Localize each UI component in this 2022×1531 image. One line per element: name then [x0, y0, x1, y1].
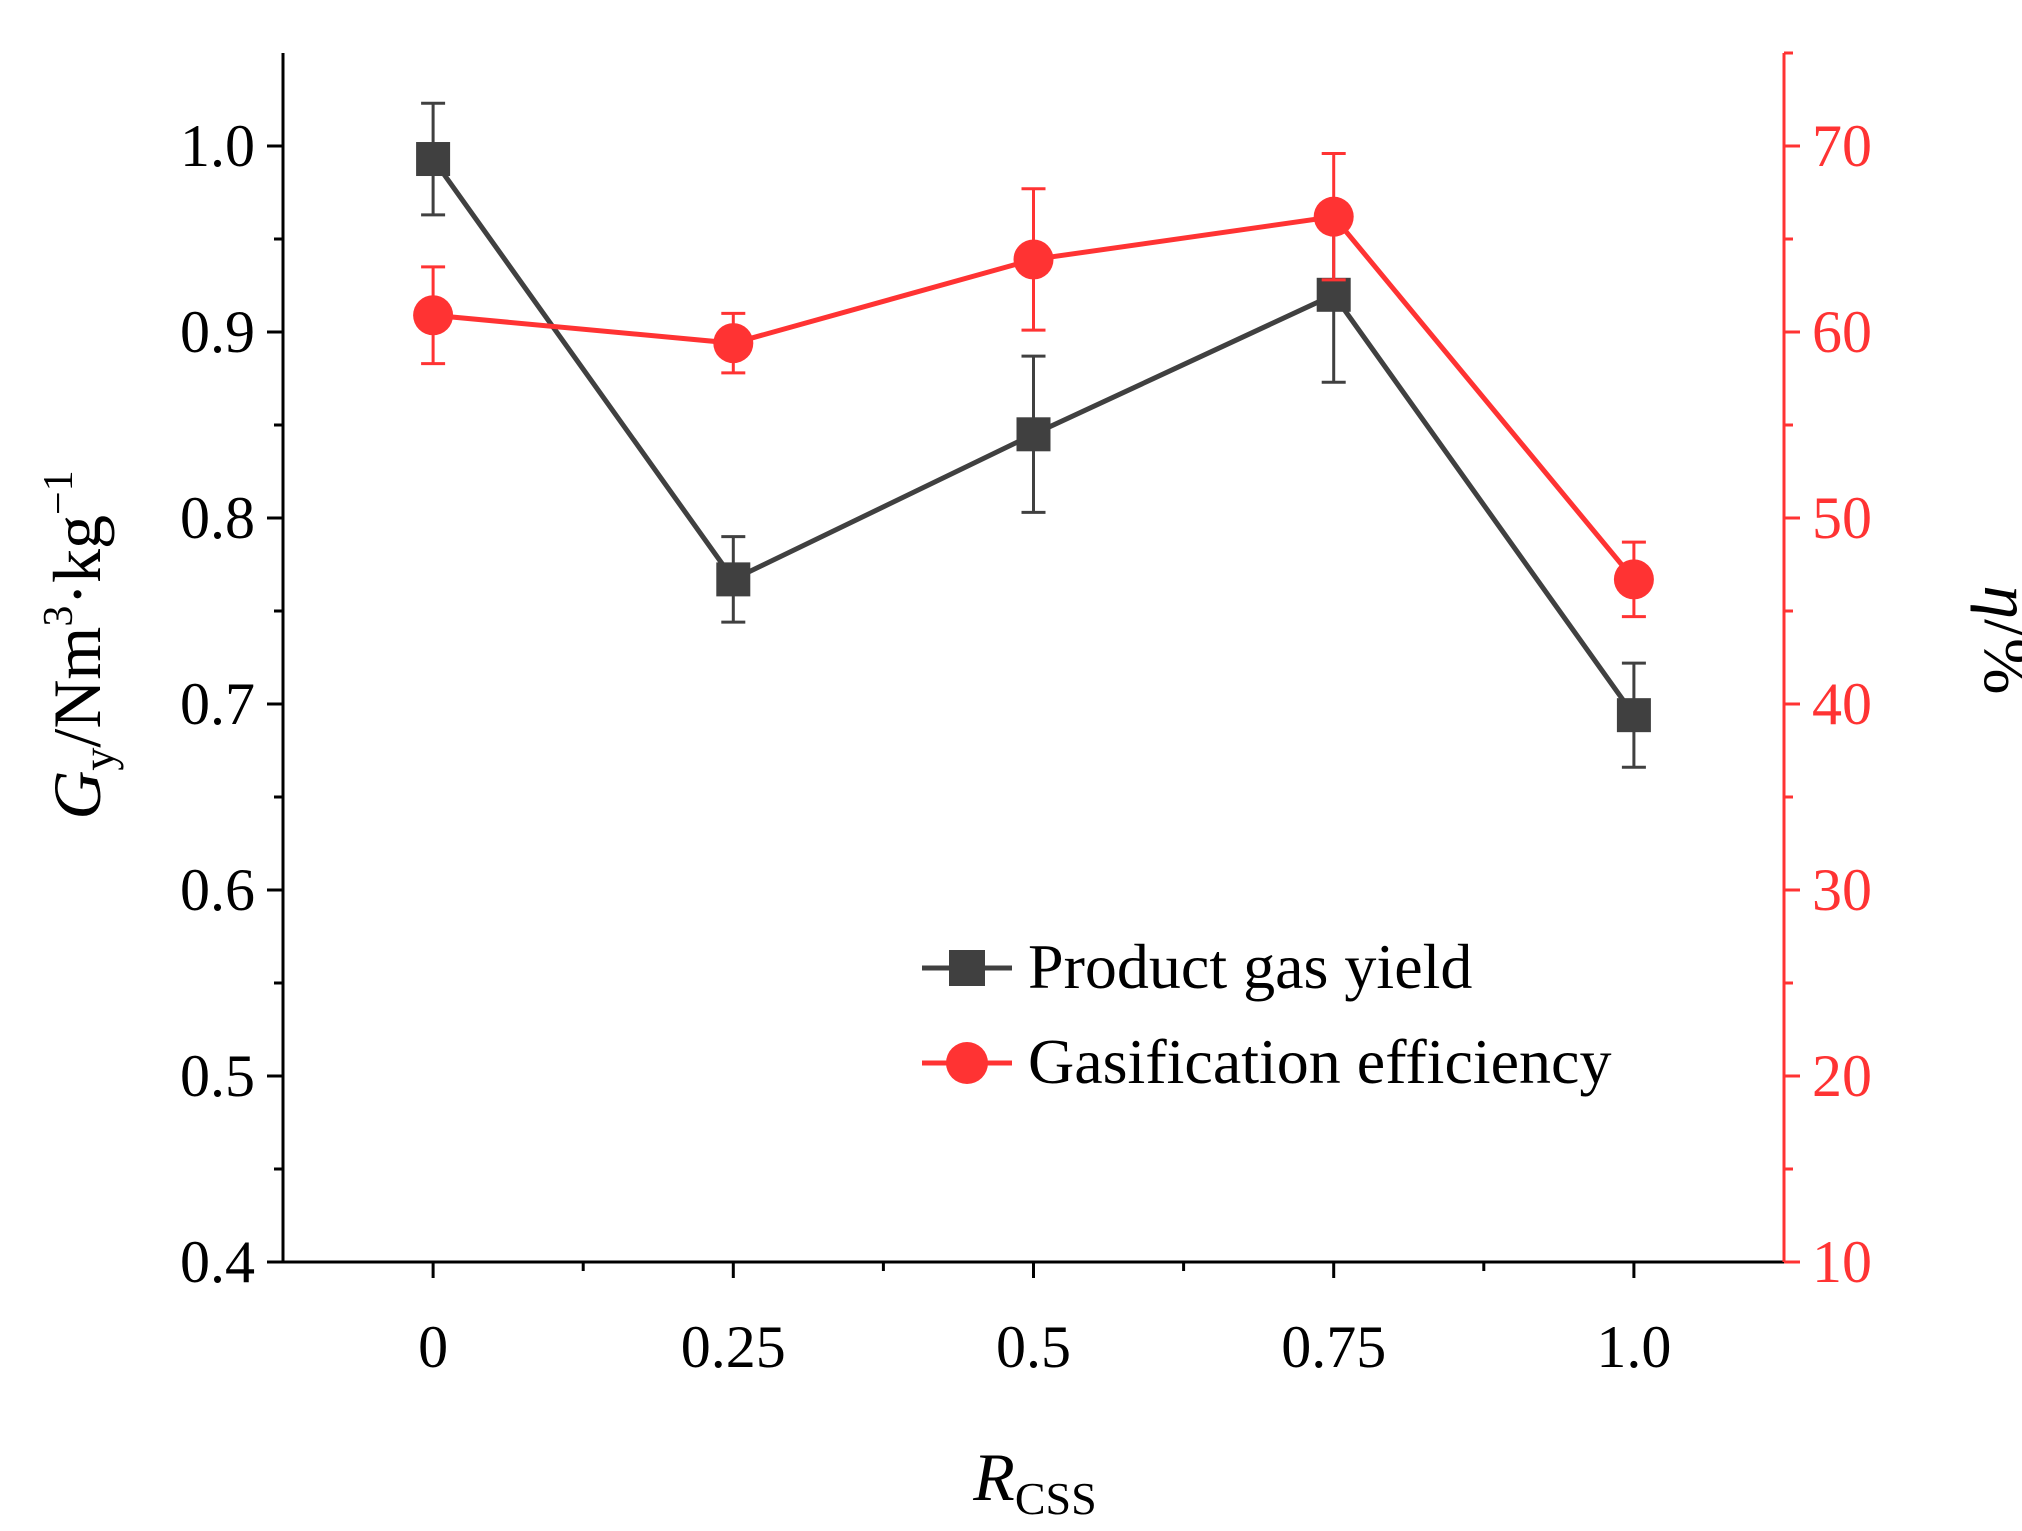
- legend-marker-square: [949, 950, 985, 986]
- y-right-tick-label: 20: [1812, 1043, 1872, 1109]
- data-point-square: [1616, 698, 1651, 733]
- y-left-tick-label: 1.0: [180, 113, 255, 179]
- x-tick-label: 0.25: [681, 1314, 786, 1380]
- series-gasification-efficiency: [413, 151, 1654, 619]
- data-point-circle: [413, 295, 454, 336]
- x-tick-label: 0.5: [996, 1314, 1071, 1380]
- series-product-gas-yield: [416, 101, 1651, 769]
- y-right-tick-label: 10: [1812, 1229, 1872, 1295]
- y-right-tick-label: 40: [1812, 671, 1872, 737]
- y-right-tick-label: 50: [1812, 485, 1872, 551]
- legend-item-product-gas-yield: Product gas yield: [922, 931, 1472, 1002]
- y-left-tick-label: 0.4: [180, 1229, 255, 1295]
- y-axis-left-title: Gy/Nm3·kg−1: [36, 470, 124, 819]
- legend-label-gasification-efficiency: Gasification efficiency: [1028, 1026, 1611, 1097]
- axes: 0.4 0.5 0.6 0.7 0.8 0.9 1.0 10 20 30 40 50 60 70 0 0.25…: [180, 51, 1872, 1380]
- x-tick-label: 1.0: [1596, 1314, 1671, 1380]
- y-left-tick-label: 0.6: [180, 857, 255, 923]
- y-axis-right-title: η/%: [1970, 585, 2022, 694]
- series-layer: [413, 101, 1654, 769]
- x-axis-title: RCSS: [972, 1439, 1096, 1524]
- y-left-tick-label: 0.5: [180, 1043, 255, 1109]
- legend: Product gas yield Gasification efficienc…: [922, 931, 1611, 1097]
- data-point-circle: [713, 323, 754, 364]
- x-tick-label: 0.75: [1281, 1314, 1386, 1380]
- legend-marker-circle: [946, 1042, 988, 1084]
- data-point-square: [1016, 417, 1051, 452]
- data-point-circle: [1613, 559, 1654, 600]
- legend-item-gasification-efficiency: Gasification efficiency: [922, 1026, 1611, 1097]
- legend-label-product-gas-yield: Product gas yield: [1028, 931, 1472, 1002]
- y-left-tick-label: 0.9: [180, 299, 255, 365]
- y-left-tick-label: 0.7: [180, 671, 255, 737]
- y-right-tick-label: 70: [1812, 113, 1872, 179]
- data-point-circle: [1313, 196, 1354, 237]
- y-left-tick-label: 0.8: [180, 485, 255, 551]
- data-point-square: [416, 142, 451, 177]
- y-right-tick-label: 60: [1812, 299, 1872, 365]
- x-tick-label: 0: [418, 1314, 448, 1380]
- y-right-tick-label: 30: [1812, 857, 1872, 923]
- data-point-circle: [1013, 239, 1054, 280]
- data-point-square: [1316, 277, 1351, 312]
- data-point-square: [716, 562, 751, 597]
